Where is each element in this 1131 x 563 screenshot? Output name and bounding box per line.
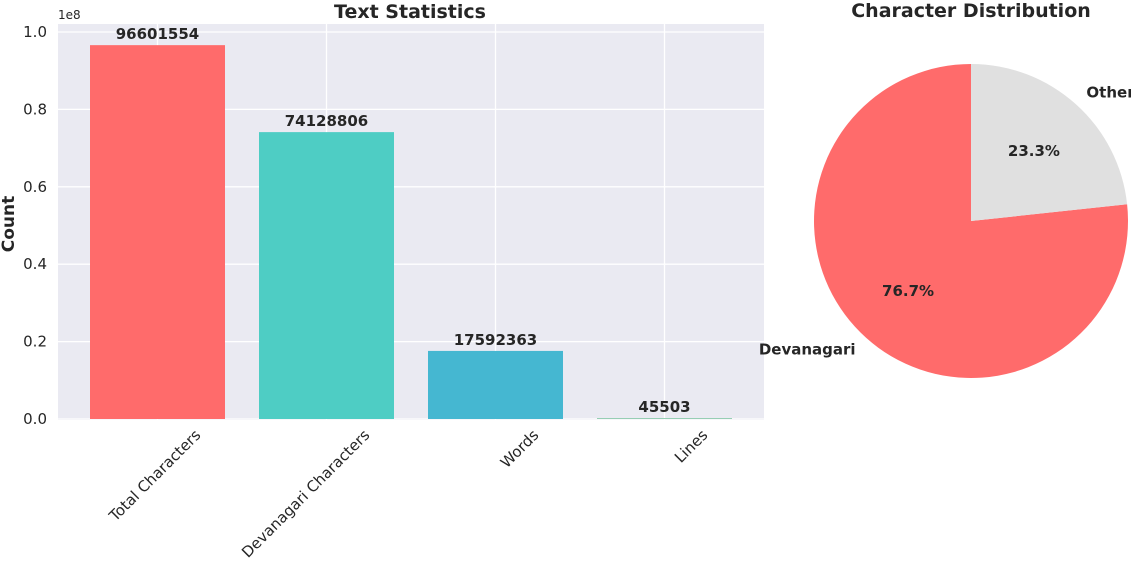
y-tick-label: 0.2 [23,333,47,351]
y-tick-label: 0.8 [23,100,47,118]
bar [90,45,225,420]
pie-category-label: Other [1086,84,1131,102]
pie-chart: Character Distribution 76.7% Devanagari 23… [759,0,1131,378]
bar-value-label: 45503 [638,398,690,416]
bar [428,350,563,419]
pie-slices [813,64,1129,378]
pie-percent-label: 23.3% [1008,142,1060,160]
bar [259,132,394,419]
y-tick-label: 0.4 [23,255,47,273]
x-tick-labels: Total Characters Devanagari Characters Wor… [105,426,712,561]
bar-value-label: 74128806 [285,112,369,130]
y-tick-label: 0.6 [23,178,47,196]
y-tick-label: 1.0 [23,23,47,41]
pie-category-label: Devanagari [759,340,856,358]
bar-value-labels: 96601554 74128806 17592363 45503 [116,25,691,416]
bar-value-label: 96601554 [116,25,200,43]
bar-chart-title: Text Statistics [334,1,486,23]
bars [90,45,732,420]
x-tick-label: Devanagari Characters [238,426,373,558]
pie-percent-label: 76.7% [882,282,934,300]
y-tick-labels: 0.0 0.2 0.4 0.6 0.8 1.0 [23,23,47,428]
bar-value-label: 17592363 [454,331,538,349]
bar [597,418,732,419]
y-axis-label: Count [0,196,19,253]
y-tick-label: 0.0 [23,410,47,428]
pie-chart-title: Character Distribution [851,0,1091,22]
pie-labels: 76.7% Devanagari 23.3% Other [759,84,1131,359]
x-tick-label: Lines [671,426,711,466]
pie-slice [971,64,1128,221]
x-tick-label: Words [497,426,543,472]
x-tick-label: Total Characters [105,426,205,526]
y-axis-scale-label: 1e8 [58,8,81,22]
